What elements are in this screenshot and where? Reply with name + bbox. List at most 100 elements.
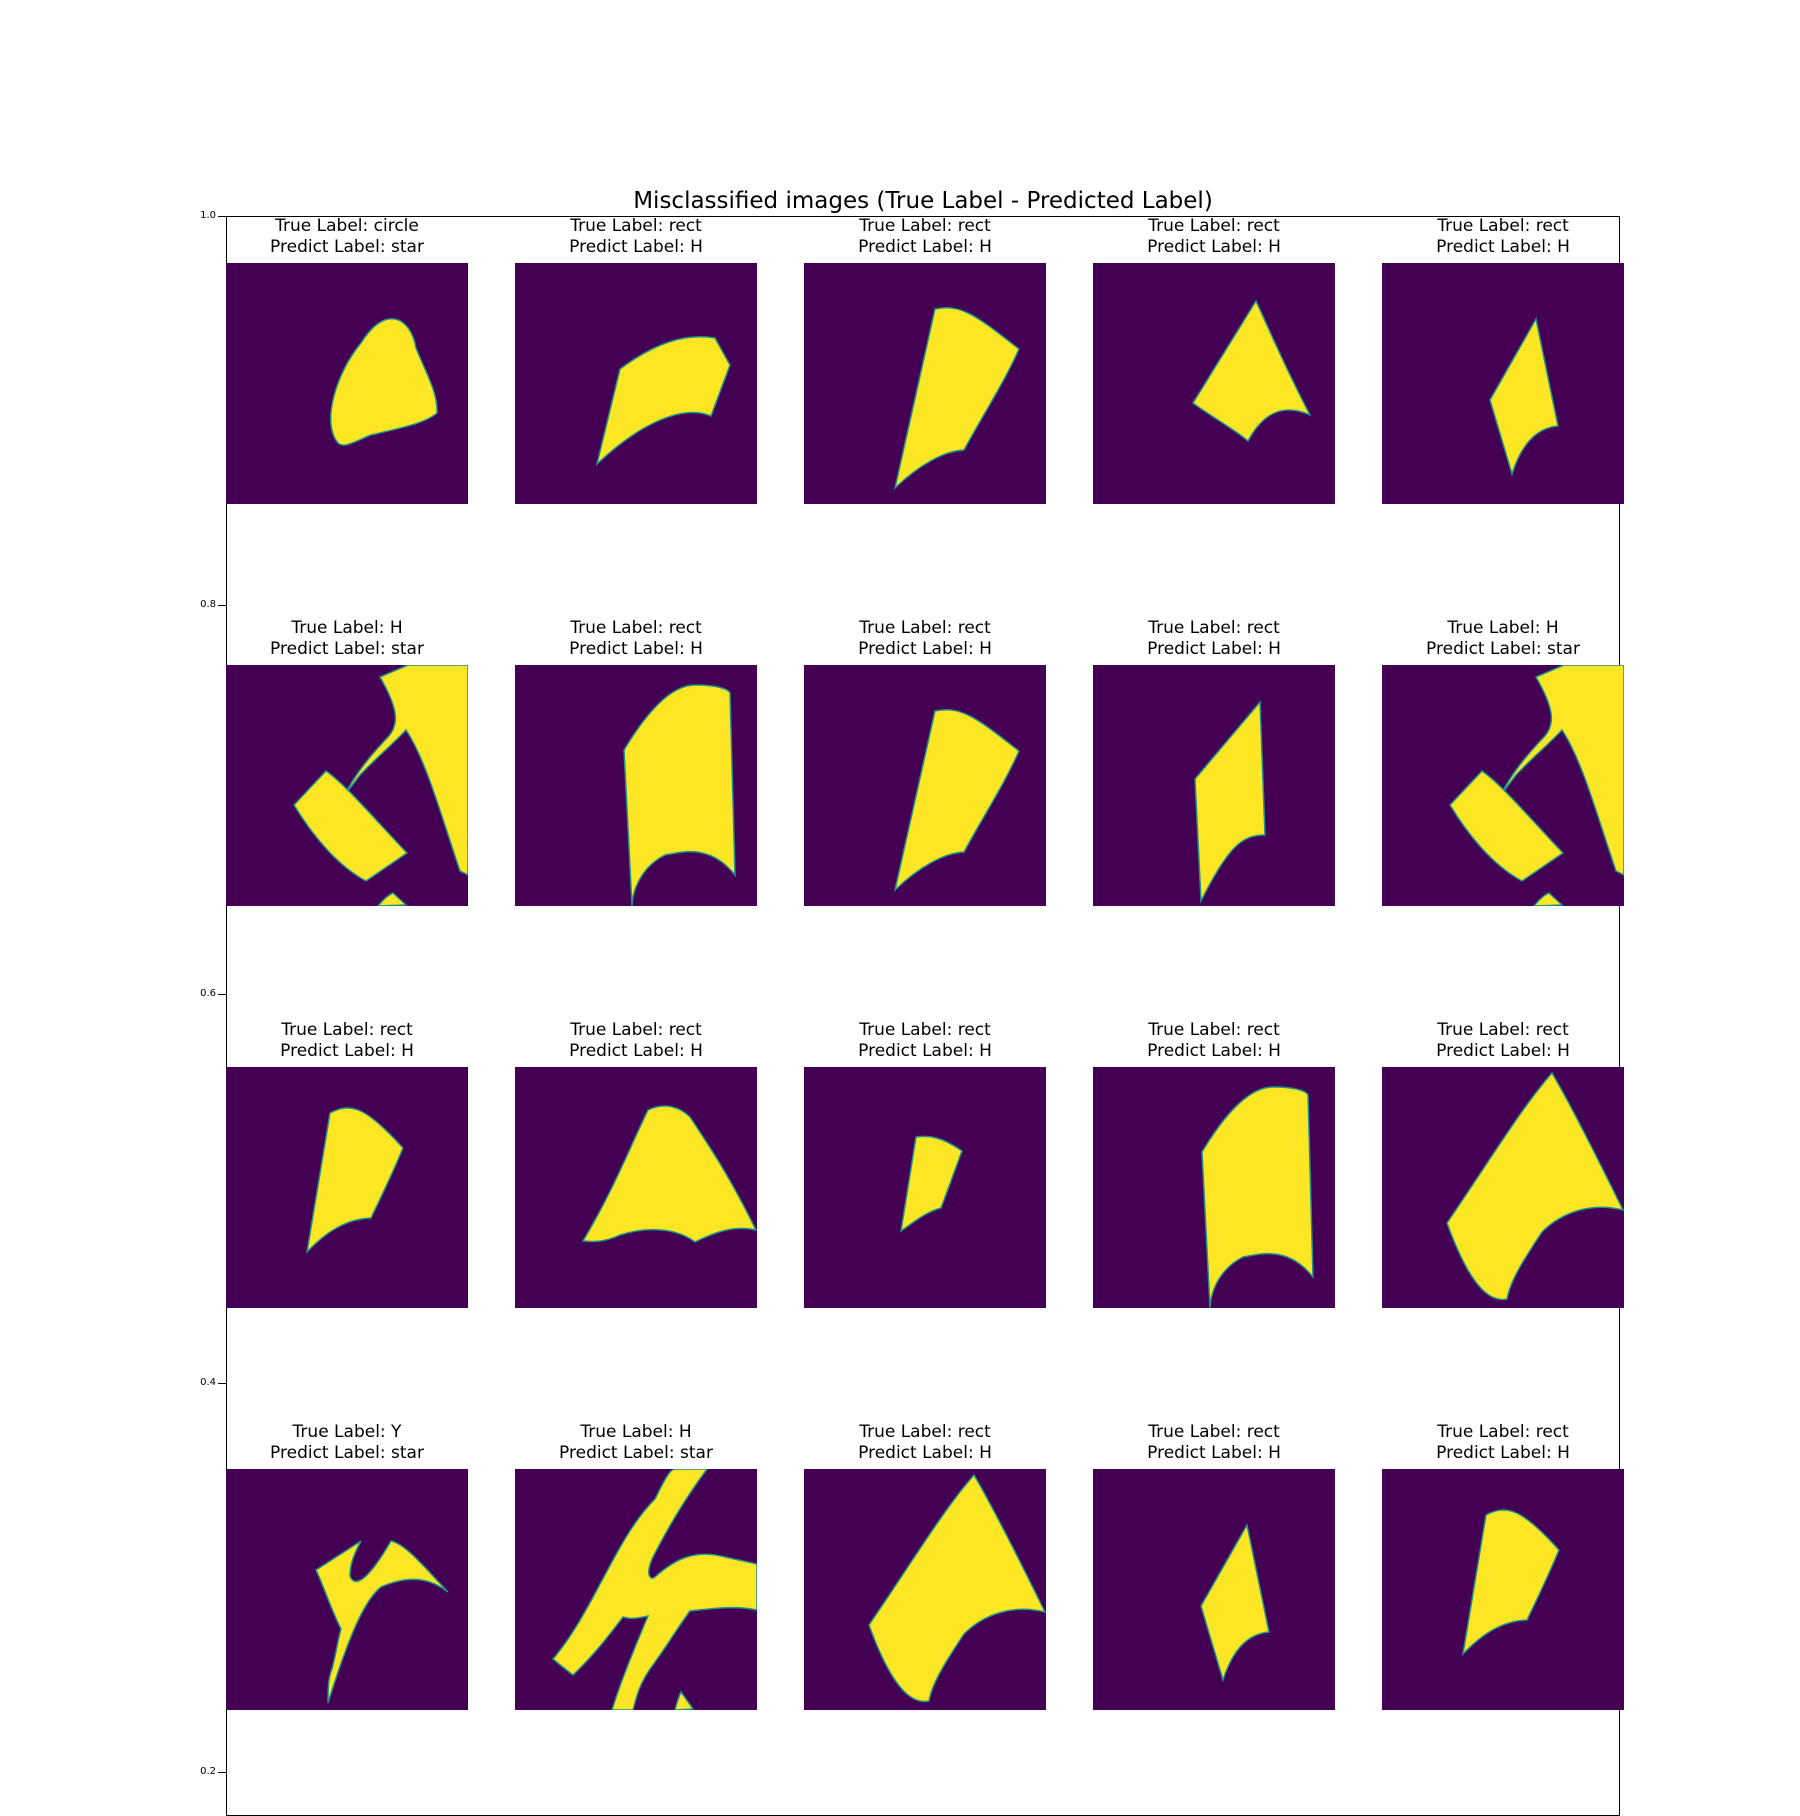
mask-region (674, 1690, 695, 1710)
mask-image (1382, 263, 1624, 504)
panel-title: True Label: rect Predict Label: H (774, 1020, 1076, 1068)
true-label: True Label: H (580, 1422, 692, 1442)
panel-title: True Label: H Predict Label: star (485, 1422, 787, 1470)
panel-title: True Label: rect Predict Label: H (1352, 1422, 1654, 1470)
dome-shape (581, 1105, 757, 1243)
predict-label: Predict Label: star (559, 1443, 713, 1463)
y-shape (315, 1540, 449, 1704)
predict-label: Predict Label: star (270, 237, 424, 257)
predict-label: Predict Label: H (569, 1041, 703, 1061)
tall-rect-shape (623, 684, 736, 906)
predict-label: Predict Label: H (1147, 1041, 1281, 1061)
predict-label: Predict Label: H (858, 1041, 992, 1061)
image-panel: True Label: rect Predict Label: H (1093, 1422, 1335, 1710)
true-label: True Label: H (291, 618, 403, 638)
rounded-blob-shape (330, 318, 438, 446)
curved-quad-shape (595, 336, 731, 467)
mask-region (1200, 1522, 1270, 1683)
mask-region (1446, 1071, 1624, 1301)
predict-label: Predict Label: star (270, 1443, 424, 1463)
image-panel: True Label: rect Predict Label: H (804, 1020, 1046, 1308)
predict-label: Predict Label: H (1436, 1041, 1570, 1061)
mask-region (1461, 1509, 1560, 1657)
predict-label: Predict Label: H (1436, 1443, 1570, 1463)
image-panel: True Label: rect Predict Label: H (1093, 618, 1335, 906)
mask-region (893, 709, 1020, 893)
image-panel: True Label: rect Predict Label: H (1093, 216, 1335, 504)
panel-title: True Label: rect Predict Label: H (196, 1020, 498, 1068)
mask-image (1382, 1067, 1624, 1308)
true-label: True Label: rect (570, 1020, 702, 1040)
predict-label: Predict Label: H (1147, 639, 1281, 659)
mask-region (893, 307, 1020, 491)
panel-title: True Label: H Predict Label: star (1352, 618, 1654, 666)
mask-region (595, 336, 731, 467)
curved-strip-shape (305, 1107, 404, 1255)
image-panel: True Label: Y Predict Label: star (226, 1422, 468, 1710)
mask-region (1201, 1086, 1314, 1308)
panel-title: True Label: rect Predict Label: H (774, 1422, 1076, 1470)
predict-label: Predict Label: H (1147, 237, 1281, 257)
true-label: True Label: rect (1148, 618, 1280, 638)
predict-label: Predict Label: H (858, 1443, 992, 1463)
predict-label: Predict Label: H (858, 639, 992, 659)
y-tick (218, 994, 226, 995)
image-panel: True Label: H Predict Label: star (1382, 618, 1624, 906)
small-strip-shape (899, 1135, 963, 1233)
mask-image (1093, 1067, 1335, 1308)
true-label: True Label: rect (859, 1020, 991, 1040)
true-label: True Label: rect (1148, 216, 1280, 236)
true-label: True Label: rect (1437, 216, 1569, 236)
image-panel: True Label: rect Predict Label: H (1382, 1422, 1624, 1710)
narrow-quad-shape (1194, 700, 1266, 904)
predict-label: Predict Label: H (569, 237, 703, 257)
y-tick (218, 1383, 226, 1384)
predict-label: Predict Label: H (858, 237, 992, 257)
mask-image (1382, 665, 1624, 906)
true-label: True Label: rect (859, 216, 991, 236)
mask-region (377, 892, 408, 906)
predict-label: Predict Label: star (1426, 639, 1580, 659)
arrowhead-shape (1192, 299, 1312, 443)
panel-title: True Label: rect Predict Label: H (774, 216, 1076, 264)
slanted-h-shape (551, 1469, 757, 1710)
true-label: True Label: rect (1437, 1020, 1569, 1040)
mask-image (804, 1067, 1046, 1308)
mask-image (1093, 665, 1335, 906)
y-tick (218, 605, 226, 606)
mask-region (581, 1105, 757, 1243)
mask-image (1093, 263, 1335, 504)
image-panel: True Label: rect Predict Label: H (1093, 1020, 1335, 1308)
mask-image (804, 1469, 1046, 1710)
predict-label: Predict Label: star (270, 639, 424, 659)
image-panel: True Label: rect Predict Label: H (804, 1422, 1046, 1710)
mask-region (1533, 892, 1564, 906)
panel-title: True Label: rect Predict Label: H (1352, 1020, 1654, 1068)
panel-title: True Label: Y Predict Label: star (196, 1422, 498, 1470)
predict-label: Predict Label: H (569, 639, 703, 659)
predict-label: Predict Label: H (280, 1041, 414, 1061)
true-label: True Label: H (1447, 618, 1559, 638)
y-tick-label: 0.2 (200, 1766, 216, 1777)
true-label: True Label: rect (1437, 1422, 1569, 1442)
panel-title: True Label: rect Predict Label: H (1063, 216, 1365, 264)
mask-region (1192, 299, 1312, 443)
mask-image (515, 263, 757, 504)
small-quad-shape (1489, 316, 1559, 477)
true-label: True Label: Y (292, 1422, 402, 1442)
y-tick-label: 0.8 (200, 599, 216, 610)
tall-curved-strip-shape (893, 307, 1020, 491)
mask-region (1489, 316, 1559, 477)
mask-region (899, 1135, 963, 1233)
y-tick-label: 0.4 (200, 1377, 216, 1388)
y-tick (218, 1772, 226, 1773)
mask-image (515, 1067, 757, 1308)
image-panel: True Label: rect Predict Label: H (515, 216, 757, 504)
mask-region (293, 770, 409, 882)
true-label: True Label: rect (570, 618, 702, 638)
mask-region (1194, 700, 1266, 904)
mask-region (315, 1540, 449, 1704)
panel-title: True Label: rect Predict Label: H (774, 618, 1076, 666)
mask-image (226, 1469, 468, 1710)
image-panel: True Label: rect Predict Label: H (1382, 1020, 1624, 1308)
